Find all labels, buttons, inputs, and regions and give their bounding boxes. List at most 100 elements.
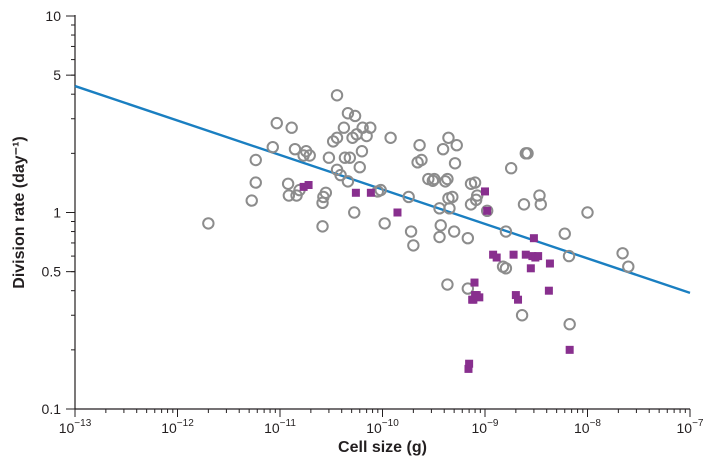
data-point-circle <box>622 260 635 273</box>
data-point-circle <box>461 282 475 295</box>
data-point-square <box>481 187 489 196</box>
data-point-circle <box>245 194 258 207</box>
x-tick-label: 10−12 <box>161 418 194 436</box>
x-tick-label: 10−13 <box>59 418 92 436</box>
data-point-circle <box>378 217 391 230</box>
x-tick-label: 10−9 <box>472 418 499 436</box>
data-point-square <box>544 286 553 295</box>
data-point-circle <box>330 131 344 144</box>
data-point-square <box>514 295 523 304</box>
data-point-circle <box>428 172 441 186</box>
y-tick-label: 5 <box>53 67 61 83</box>
data-point-circle <box>447 225 461 238</box>
data-point-circle <box>407 239 420 252</box>
data-point-circle <box>558 227 571 240</box>
y-tick-label: 1 <box>53 205 61 221</box>
data-point-circle <box>334 168 347 182</box>
data-point-circle <box>266 140 279 154</box>
data-point-circle <box>441 278 454 291</box>
data-point-circle <box>461 231 475 245</box>
data-point-circle <box>562 249 576 263</box>
data-point-circle <box>517 198 531 211</box>
data-point-circle <box>446 190 459 204</box>
y-tick-label: 0.1 <box>42 401 62 417</box>
data-point-circle <box>436 142 450 156</box>
data-point-circle <box>581 206 594 219</box>
data-point-square <box>351 188 360 197</box>
data-point-circle <box>348 109 362 123</box>
data-point-circle <box>442 131 455 144</box>
data-point-circle <box>443 202 456 215</box>
data-point-circle <box>563 318 576 331</box>
x-axis-title: Cell size (g) <box>338 439 427 456</box>
data-point-circle <box>270 116 283 130</box>
data-point-circle <box>282 189 296 202</box>
data-point-square <box>366 188 375 197</box>
data-point-circle <box>515 309 529 322</box>
x-tick-label: 10−11 <box>264 418 296 436</box>
data-point-square <box>545 259 554 268</box>
data-point-circle <box>468 176 482 189</box>
data-point-circle <box>415 153 428 167</box>
data-point-square <box>565 345 574 354</box>
data-point-square <box>464 364 473 373</box>
data-point-circle <box>534 198 547 211</box>
data-point-circle <box>326 135 340 148</box>
data-point-circle <box>338 151 352 164</box>
data-point-circle <box>499 225 513 238</box>
data-point-circle <box>404 225 418 238</box>
x-tick-label: 10−10 <box>366 418 399 436</box>
y-tick-label: 0.5 <box>42 264 62 280</box>
data-point-square <box>470 278 479 287</box>
data-point-square <box>393 208 402 217</box>
data-point-square <box>299 182 308 191</box>
y-axis-ticks: 0.1 0.5 1 5 10 <box>42 8 75 417</box>
data-point-circle <box>341 175 355 188</box>
data-point-circle <box>471 189 484 202</box>
data-point-circle <box>341 107 355 120</box>
data-point-circle <box>374 183 387 197</box>
data-point-circle <box>364 121 377 134</box>
data-point-circle <box>288 142 302 156</box>
data-point-circle <box>450 139 463 152</box>
data-point-circle <box>281 177 295 190</box>
data-point-circle <box>521 147 534 160</box>
data-point-circle <box>303 149 316 162</box>
data-point-circle <box>533 189 546 202</box>
data-point-square <box>511 291 520 300</box>
data-point-circle <box>316 220 329 233</box>
data-point-square <box>469 295 478 304</box>
data-point-circle <box>249 176 262 189</box>
data-point-square <box>475 293 484 302</box>
data-point-square <box>483 206 492 215</box>
data-point-circle <box>480 204 494 218</box>
x-tick-label: 10−7 <box>677 418 704 436</box>
data-point-square <box>465 359 474 368</box>
x-tick-label: 10−8 <box>574 418 601 436</box>
data-point-circle <box>413 139 426 152</box>
data-point-circle <box>439 175 452 188</box>
y-axis-title: Division rate (day⁻¹) <box>11 136 28 288</box>
data-point-circle <box>616 247 629 260</box>
data-point-circle <box>499 262 513 275</box>
data-point-circle <box>384 131 397 144</box>
axes <box>74 15 690 410</box>
data-point-circle <box>402 190 415 204</box>
y-tick-label: 10 <box>45 8 61 24</box>
data-point-circle <box>337 121 351 134</box>
data-point-circle <box>330 89 344 102</box>
data-point-square <box>509 250 518 259</box>
data-point-circle <box>322 151 336 164</box>
data-point-circle <box>202 217 215 230</box>
data-point-circle <box>448 157 462 170</box>
data-point-square <box>534 252 543 261</box>
data-point-circle <box>249 153 262 167</box>
data-point-circle <box>426 174 440 187</box>
data-point-circle <box>348 206 361 219</box>
data-point-circle <box>434 219 447 232</box>
data-point-circle <box>285 121 298 134</box>
data-point-circle <box>504 162 518 175</box>
data-point-square <box>304 181 313 190</box>
data-point-circle <box>441 172 454 186</box>
x-axis-ticks: 10−13 10−12 10−11 10−10 10−9 10−8 10−7 <box>59 409 704 436</box>
